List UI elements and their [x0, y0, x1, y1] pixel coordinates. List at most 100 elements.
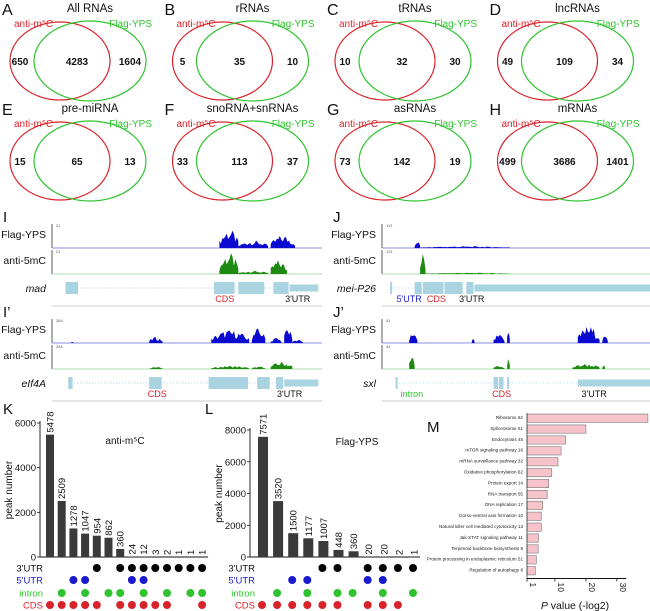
signal-peak — [471, 339, 475, 343]
venn-count-flag-only: 13 — [124, 157, 136, 168]
venn-count-overlap: 35 — [234, 57, 246, 68]
venn-circle-anti-m5c — [334, 121, 436, 201]
venn-circle-anti-m5c — [496, 21, 599, 101]
panel-letter: B — [165, 2, 176, 19]
track-label: anti-5mC — [3, 255, 46, 267]
membership-dot — [393, 601, 402, 609]
bar — [526, 435, 567, 445]
membership-dot — [69, 601, 78, 609]
bar-value-label: 2 — [394, 550, 405, 555]
signal-peak — [425, 272, 510, 274]
bar-value-label: 1 — [174, 550, 185, 555]
venn-label-anti-m5c: anti-m⁵C — [502, 19, 541, 30]
signal-peak — [507, 333, 510, 343]
gene-exon — [466, 282, 474, 294]
gene-exon — [273, 282, 289, 294]
x-tick-label: 30 — [618, 583, 628, 593]
venn-label-anti-m5c: anti-m⁵C — [339, 119, 378, 130]
membership-dot — [127, 564, 136, 572]
venn-panel-a: A All RNAs anti-m⁵C Flag-YPS 650 4283 1604 — [2, 2, 152, 102]
membership-dot — [288, 576, 297, 584]
panel-letter: M — [427, 419, 440, 436]
membership-dot — [139, 601, 148, 609]
bar — [526, 468, 553, 478]
track-scale: 41 — [386, 344, 391, 349]
gene-exon — [284, 379, 319, 387]
gene-name: mad — [26, 283, 48, 295]
gene-exon — [507, 377, 510, 389]
gene-exon — [474, 284, 650, 292]
membership-dot — [288, 601, 297, 609]
category-label: Oxidative phosphorylation 62 — [464, 470, 524, 475]
signal-peak — [270, 338, 282, 343]
gene-annotation: 3'UTR — [277, 389, 303, 399]
signal-peak — [70, 342, 74, 343]
venn-count-anti-only: 499 — [499, 157, 516, 168]
venn-count-overlap: 142 — [394, 157, 411, 168]
signal-peak — [414, 242, 421, 248]
signal-peak — [219, 230, 239, 248]
gene-exon — [577, 379, 650, 387]
bar — [526, 555, 537, 565]
venn-count-overlap: 32 — [396, 57, 408, 68]
category-label: mRNA surveillance pathway 32 — [459, 459, 523, 464]
membership-dot — [378, 576, 387, 584]
gene-exon — [395, 377, 398, 389]
bar — [303, 538, 314, 557]
membership-dot — [116, 564, 125, 572]
venn-count-flag-only: 34 — [612, 57, 624, 68]
venn-count-overlap: 4283 — [66, 57, 89, 68]
gene-annotation: CDS — [492, 389, 511, 399]
gene-name: sxl — [363, 378, 377, 390]
panel-letter: L — [205, 401, 213, 418]
membership-dot — [273, 601, 282, 609]
venn-title: lncRNAs — [555, 3, 600, 15]
track-panel-3: J’ Flag-YPS 41 anti-5mC 41 sxl intron CDS 3'UTR — [331, 304, 650, 402]
bar — [348, 551, 359, 557]
signal-peak — [251, 328, 266, 343]
panel-letter: K — [3, 401, 13, 418]
venn-label-flag-yps: Flag-YPS — [434, 119, 477, 130]
membership-dot — [273, 589, 282, 597]
track-label: anti-5mC — [333, 350, 376, 362]
bar-value-label: 2509 — [57, 478, 68, 499]
category-label: DNA replication 17 — [485, 502, 523, 507]
venn-circle-flag-yps — [520, 20, 635, 102]
track-scale: 113 — [386, 223, 393, 228]
bar-value-label: 1278 — [69, 505, 80, 526]
gene-annotation: 3'UTR — [582, 389, 608, 399]
track-label: anti-5mC — [3, 350, 46, 362]
gene-annotation: 5'UTR — [397, 294, 423, 304]
venn-label-anti-m5c: anti-m⁵C — [177, 119, 216, 130]
gene-exon — [390, 282, 393, 294]
track-scale: 21 — [56, 223, 61, 228]
bar-value-label: 1 — [186, 550, 197, 555]
signal-peak — [270, 361, 293, 369]
track-panel-1: I’ Flag-YPS 284 anti-5mC 284 eIf4A CDS 3'UTR — [1, 304, 322, 402]
membership-dot — [116, 589, 125, 597]
membership-dot — [303, 576, 312, 584]
venn-count-flag-only: 1604 — [119, 57, 142, 68]
signal-peak — [149, 367, 163, 369]
bar-value-label: 5478 — [46, 412, 57, 433]
set-label-3utr: 3'UTR — [228, 564, 255, 575]
membership-dot — [81, 576, 90, 584]
venn-count-anti-only: 650 — [12, 57, 29, 68]
bar-value-label: 448 — [334, 532, 345, 548]
venn-title: asRNAs — [394, 103, 436, 115]
bar — [57, 500, 66, 557]
bar — [526, 544, 539, 554]
venn-count-overlap: 3686 — [553, 157, 576, 168]
signal-peak — [149, 336, 163, 343]
category-label: Regulation of autophagy 8 — [469, 568, 523, 573]
bar-value-label: 12 — [139, 544, 150, 555]
panel-letter: E — [2, 102, 13, 119]
track-scale: 284 — [56, 344, 63, 349]
venn-count-flag-only: 1401 — [606, 157, 629, 168]
track-label: Flag-YPS — [1, 229, 46, 241]
bar — [258, 436, 268, 557]
gene-exon — [149, 377, 162, 389]
venn-count-anti-only: 10 — [339, 57, 351, 68]
bar — [273, 501, 284, 557]
